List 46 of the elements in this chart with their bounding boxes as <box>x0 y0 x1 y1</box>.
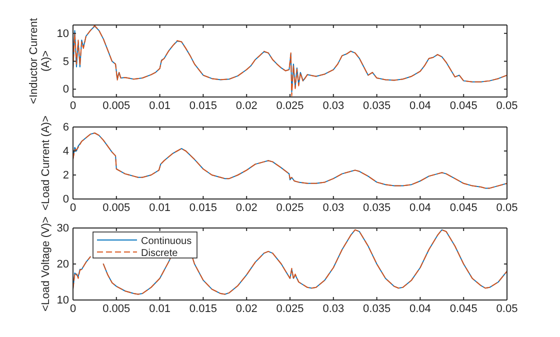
x-tick-label: 0.025 <box>276 202 304 214</box>
x-tick-label: 0.05 <box>496 202 518 214</box>
x-tick-label: 0.04 <box>409 302 431 315</box>
y-axis-title: <Inductor Current (A)> <box>28 18 52 104</box>
y-tick-label: 0 <box>62 194 69 206</box>
x-tick-label: 0.045 <box>450 202 478 214</box>
y-tick-label: 10 <box>56 294 69 307</box>
x-tick-label: 0.04 <box>409 100 431 112</box>
x-tick-label: 0.03 <box>322 202 344 214</box>
x-tick-label: 0.025 <box>276 100 304 112</box>
x-tick-label: 0.025 <box>276 302 304 315</box>
legend-label: Discrete <box>141 248 178 259</box>
x-tick-label: 0.04 <box>409 202 431 214</box>
x-tick-label: 0.015 <box>189 100 217 112</box>
y-axis-title: <Load Current (A)> <box>40 116 52 210</box>
x-tick-label: 0.005 <box>102 100 130 112</box>
x-tick-label: 0.015 <box>189 302 217 315</box>
legend-label: Continuous <box>141 236 192 247</box>
y-tick-label: 4 <box>62 146 69 158</box>
x-tick-label: 0.01 <box>149 302 171 315</box>
x-tick-label: 0.035 <box>363 202 391 214</box>
line-series <box>73 132 507 189</box>
x-tick-label: 0.03 <box>322 100 344 112</box>
x-tick-label: 0.035 <box>363 100 391 112</box>
x-tick-label: 0.005 <box>102 302 130 315</box>
y-tick-label: 6 <box>62 122 69 134</box>
x-tick-label: 0.02 <box>236 100 258 112</box>
x-tick-label: 0.03 <box>322 302 344 315</box>
x-tick-label: 0.02 <box>236 202 258 214</box>
y-tick-label: 10 <box>56 28 69 40</box>
x-tick-label: 0.035 <box>363 302 391 315</box>
y-tick-label: 20 <box>56 258 69 271</box>
x-tick-label: 0.045 <box>450 100 478 112</box>
x-tick-label: 0.015 <box>189 202 217 214</box>
y-axis-title: <Load Voltage (V)> <box>40 216 52 312</box>
y-tick-label: 5 <box>62 56 69 68</box>
y-tick-label: 0 <box>62 84 69 96</box>
x-tick-label: 0.02 <box>236 302 258 315</box>
x-tick-label: 0.05 <box>496 302 518 315</box>
x-tick-label: 0.01 <box>149 202 171 214</box>
x-tick-label: 0.05 <box>496 100 518 112</box>
x-tick-label: 0.005 <box>102 202 130 214</box>
x-tick-label: 0.01 <box>149 100 171 112</box>
y-tick-label: 2 <box>62 170 69 182</box>
y-tick-label: 30 <box>56 222 69 235</box>
x-tick-label: 0.045 <box>450 302 478 315</box>
